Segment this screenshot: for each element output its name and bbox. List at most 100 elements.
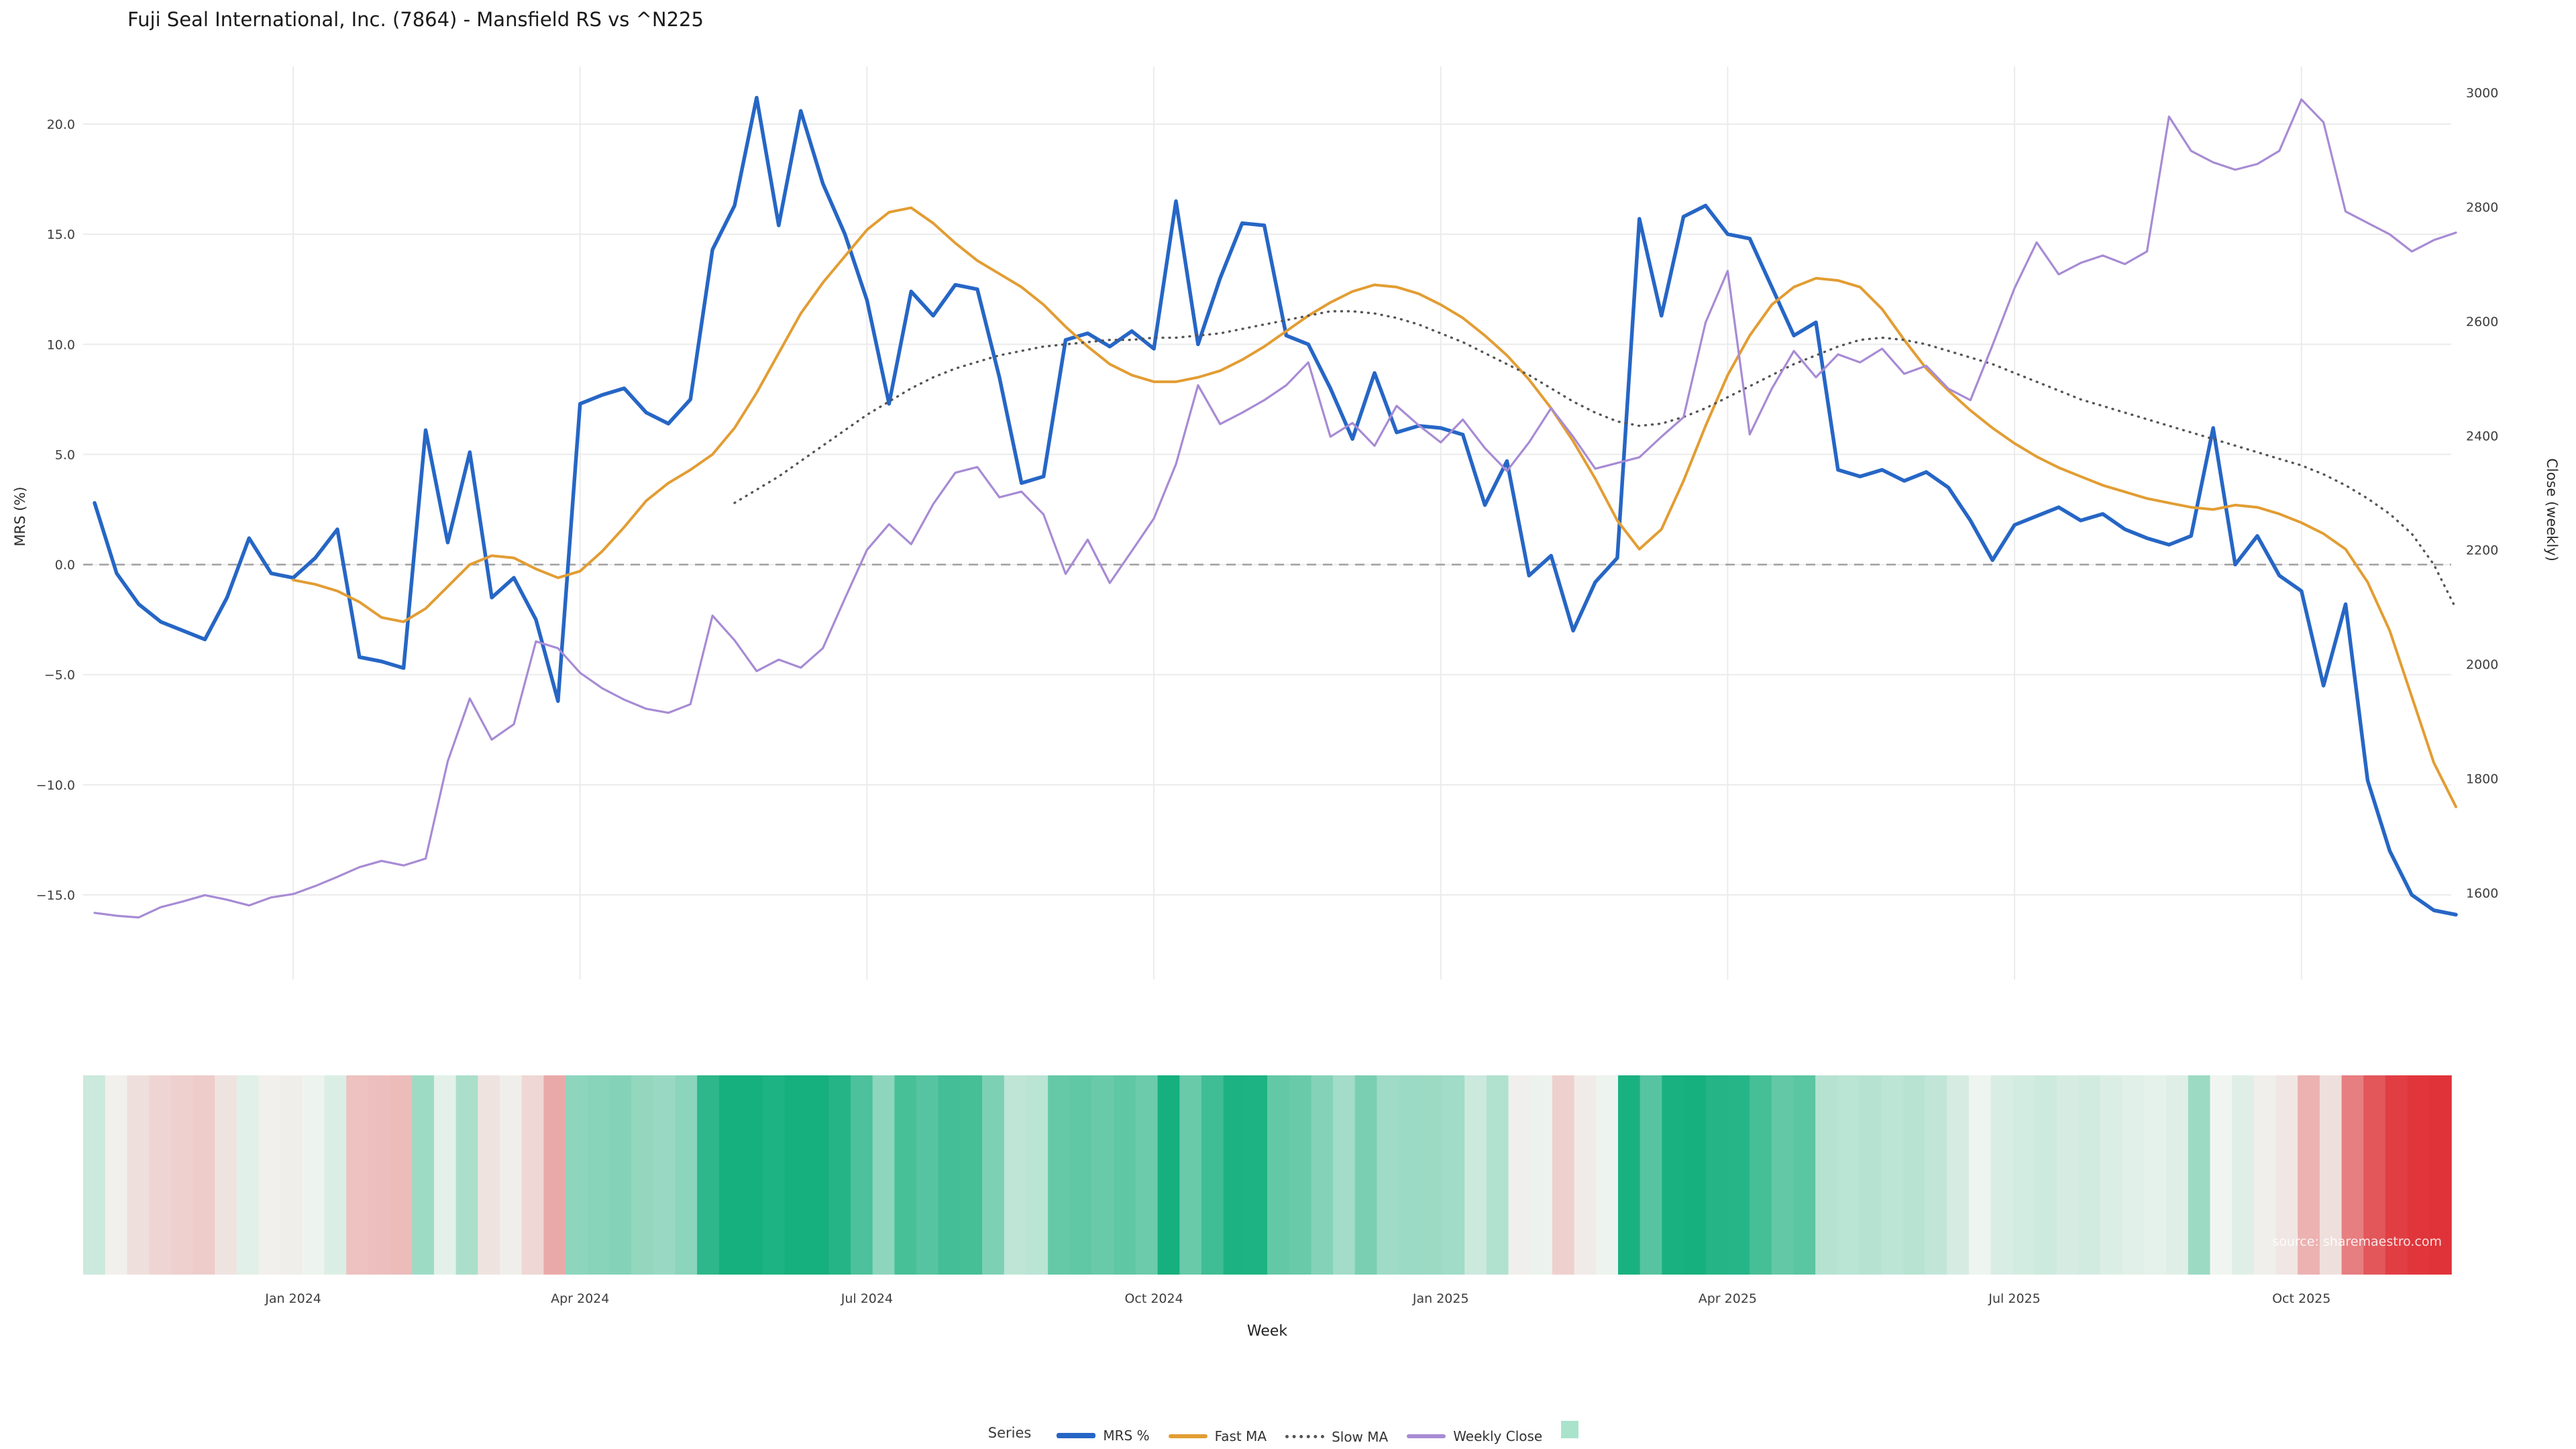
heatmap-cell <box>2341 1075 2365 1275</box>
heatmap-cell <box>1267 1075 1290 1275</box>
heatmap-cell <box>1530 1075 1553 1275</box>
heatmap-cell <box>718 1075 742 1275</box>
heatmap-cell <box>894 1075 917 1275</box>
heatmap-cell <box>806 1075 830 1275</box>
legend-item-slow-ma[interactable]: Slow MA <box>1285 1429 1388 1445</box>
series-line-slow-ma <box>733 310 2457 610</box>
heatmap-cell <box>1354 1075 1378 1275</box>
x-tick: Oct 2024 <box>1124 1291 1183 1306</box>
heatmap-cell <box>193 1075 215 1275</box>
legend-item-fast-ma[interactable]: Fast MA <box>1168 1428 1267 1444</box>
heatmap-cell <box>1026 1075 1049 1275</box>
heatmap-cell <box>368 1075 391 1275</box>
legend-item-weekly-close[interactable]: Weekly Close <box>1407 1428 1542 1444</box>
x-tick: Jan 2025 <box>1412 1291 1469 1306</box>
heatmap-cell <box>1333 1075 1356 1275</box>
y-tick-right: 2200 <box>2466 543 2498 558</box>
heatmap-cell <box>763 1075 786 1275</box>
heatmap-cell <box>1135 1075 1159 1275</box>
heatmap-cell <box>609 1075 632 1275</box>
heatmap-cell <box>346 1075 369 1275</box>
x-axis-label: Week <box>1246 1323 1288 1340</box>
heatmap-cell <box>938 1075 961 1275</box>
series-line-weekly-close <box>93 98 2457 919</box>
heatmap-cell <box>1048 1075 1071 1275</box>
heatmap-cell <box>543 1075 566 1275</box>
heatmap-cell <box>1815 1075 1838 1275</box>
heatmap-cell <box>872 1075 896 1275</box>
heatmap-cell <box>1750 1075 1772 1275</box>
y-tick-right: 2600 <box>2466 315 2498 329</box>
heatmap-cell <box>697 1075 720 1275</box>
series-line-mrs <box>93 95 2458 917</box>
y-tick-right: 2400 <box>2466 429 2498 443</box>
y-tick-left: −5.0 <box>44 668 75 683</box>
heatmap-cell <box>1618 1075 1641 1275</box>
heatmap-cell <box>2100 1075 2123 1275</box>
heatmap-cell <box>1179 1075 1202 1275</box>
heatmap-cell <box>2122 1075 2145 1275</box>
source-watermark: source: sharemaestro.com <box>2272 1234 2442 1249</box>
heatmap-cell <box>324 1075 347 1275</box>
heatmap-cell <box>1859 1075 1882 1275</box>
heatmap-cell <box>1223 1075 1246 1275</box>
heatmap-cell <box>2144 1075 2167 1275</box>
heatmap-cell <box>2253 1075 2277 1275</box>
legend-label: Slow MA <box>1332 1428 1389 1445</box>
heatmap-cell <box>1662 1075 1684 1275</box>
legend-label: MRS % <box>1103 1428 1150 1444</box>
heatmap-cell <box>2298 1075 2320 1275</box>
heatmap-cell <box>258 1075 281 1275</box>
heatmap-cell <box>2012 1075 2035 1275</box>
legend-item-mrs-[interactable]: MRS % <box>1057 1428 1150 1444</box>
heatmap-cell <box>83 1075 106 1275</box>
heatmap-cell <box>828 1075 851 1275</box>
heatmap-cell <box>1486 1075 1509 1275</box>
heatmap-cell <box>2319 1075 2343 1275</box>
y-tick-right: 3000 <box>2466 86 2498 101</box>
heatmap-cell <box>1684 1075 1707 1275</box>
heatmap-cell <box>1727 1075 1750 1275</box>
y-tick-left: 15.0 <box>47 227 75 242</box>
heatmap-cell <box>2407 1075 2430 1275</box>
heatmap-cell <box>2275 1075 2298 1275</box>
heatmap-cell <box>280 1075 303 1275</box>
heatmap-cell <box>521 1075 545 1275</box>
heatmap-cell <box>1925 1075 1948 1275</box>
y-tick-left: 5.0 <box>55 447 75 462</box>
heatmap-cell <box>1574 1075 1597 1275</box>
legend-item-heatmap[interactable] <box>1561 1421 1579 1438</box>
heatmap-cell <box>215 1075 237 1275</box>
x-tick: Oct 2025 <box>2272 1291 2330 1306</box>
series-line-fast-ma <box>292 206 2457 808</box>
y-tick-right: 1600 <box>2466 886 2498 901</box>
heatmap-cell <box>434 1075 457 1275</box>
y-tick-left: 20.0 <box>47 117 75 132</box>
heatmap-cell <box>960 1075 983 1275</box>
y-tick-left: 0.0 <box>55 558 75 573</box>
heatmap-cell <box>653 1075 676 1275</box>
slow-ma-swatch-icon <box>1285 1435 1325 1438</box>
heatmap-cell <box>1837 1075 1860 1275</box>
heatmap-swatch-icon <box>1561 1421 1579 1438</box>
heatmap-cell <box>412 1075 435 1275</box>
heatmap-cell <box>236 1075 260 1275</box>
y-tick-left: −15.0 <box>36 888 75 903</box>
heatmap-cell <box>2385 1075 2408 1275</box>
legend-title: Series <box>987 1424 1032 1441</box>
heatmap-cell <box>2078 1075 2101 1275</box>
x-tick: Jul 2025 <box>1988 1291 2040 1306</box>
y-tick-left: −10.0 <box>36 778 75 793</box>
heatmap-cell <box>1442 1075 1465 1275</box>
heatmap-cell <box>2035 1075 2057 1275</box>
heatmap-cell <box>587 1075 610 1275</box>
heatmap-cell <box>1881 1075 1904 1275</box>
x-tick: Jul 2024 <box>841 1291 893 1306</box>
heatmap-cell <box>1004 1075 1027 1275</box>
heatmap-cell <box>1201 1075 1224 1275</box>
heatmap-cell <box>2363 1075 2386 1275</box>
x-tick: Apr 2024 <box>551 1291 609 1306</box>
heatmap-cell <box>1902 1075 1926 1275</box>
